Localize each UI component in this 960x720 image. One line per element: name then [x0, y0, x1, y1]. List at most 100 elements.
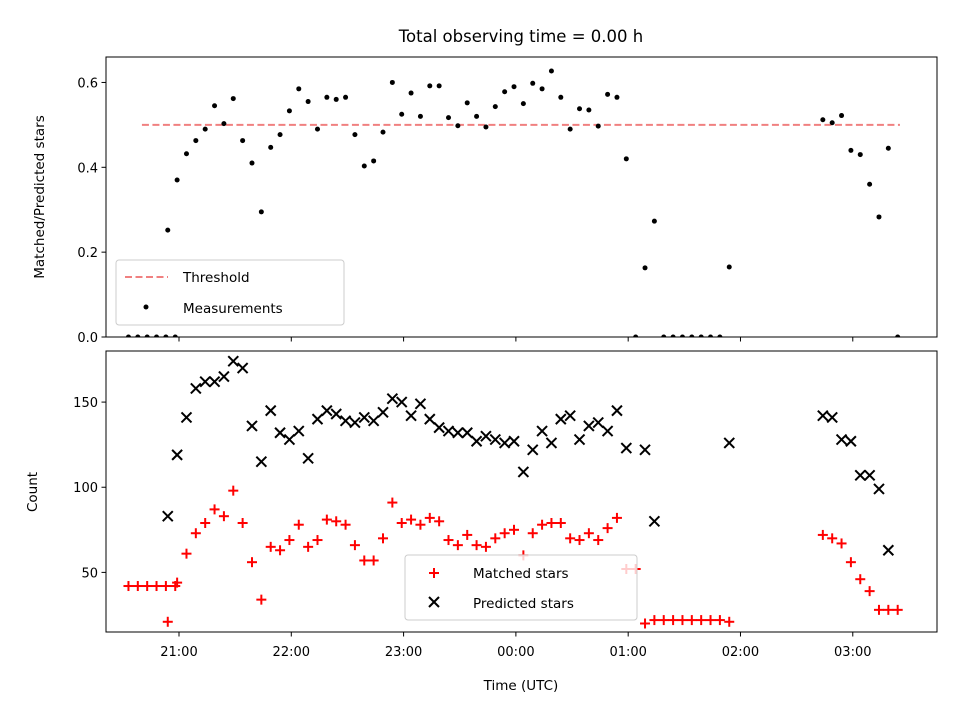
predicted-point-4 — [199, 375, 211, 388]
matched-point-7 — [172, 577, 183, 588]
legend-predicted-label: Predicted stars — [473, 596, 574, 612]
matched-point-38 — [462, 529, 473, 540]
matched-point-11 — [209, 504, 220, 515]
measurement-point-17 — [268, 144, 274, 150]
measurement-point-7 — [174, 177, 180, 183]
matched-point-1 — [132, 581, 143, 592]
measurement-point-1 — [135, 334, 141, 337]
predicted-point-55 — [835, 433, 848, 446]
matched-point-70 — [845, 557, 856, 568]
predicted-point-29 — [433, 421, 445, 434]
legend-matched-swatch — [429, 568, 439, 578]
measurement-point-26 — [352, 132, 358, 138]
predicted-point-22 — [367, 415, 380, 427]
matched-point-68 — [827, 533, 838, 544]
predicted-point-28 — [424, 413, 436, 425]
measurement-point-64 — [708, 334, 714, 337]
matched-point-39 — [471, 540, 482, 551]
measurement-point-6 — [165, 227, 171, 233]
measurement-point-50 — [577, 106, 583, 112]
bottom-plot-frame — [105, 350, 938, 633]
predicted-point-24 — [386, 392, 399, 405]
measurement-point-47 — [548, 68, 554, 74]
matched-point-33 — [415, 519, 426, 530]
measurement-point-18 — [277, 132, 283, 138]
predicted-point-19 — [339, 415, 352, 427]
predicted-point-20 — [349, 416, 361, 429]
x-tick-label-5: 02:00 — [722, 645, 759, 660]
predicted-point-43 — [564, 410, 576, 422]
matched-point-75 — [892, 604, 903, 615]
matched-point-71 — [855, 574, 866, 585]
predicted-point-15 — [302, 452, 314, 464]
matched-point-58 — [649, 615, 660, 626]
measurement-point-0 — [125, 334, 131, 337]
predicted-point-37 — [508, 435, 520, 447]
top-plot-frame — [105, 56, 938, 338]
measurement-point-54 — [614, 94, 620, 100]
matched-point-66 — [724, 616, 735, 627]
matched-point-36 — [443, 535, 454, 546]
predicted-point-39 — [527, 444, 539, 456]
legend-predicted-swatch — [428, 596, 440, 608]
top-legend-box — [115, 259, 345, 326]
measurement-point-11 — [212, 103, 218, 109]
measurement-point-55 — [623, 156, 629, 162]
measurement-point-9 — [193, 138, 199, 144]
measurement-point-33 — [417, 113, 423, 119]
measurement-point-61 — [679, 334, 685, 337]
matched-point-18 — [275, 545, 286, 556]
measurement-point-25 — [343, 94, 349, 100]
matched-point-57 — [640, 618, 651, 629]
measurement-point-71 — [857, 152, 863, 158]
predicted-point-57 — [854, 469, 866, 482]
predicted-point-5 — [208, 375, 221, 388]
measurement-point-75 — [895, 334, 901, 337]
predicted-point-40 — [536, 425, 548, 437]
x-tick-label-6: 03:00 — [834, 645, 871, 660]
bottom-y-tick-label-1: 100 — [73, 481, 98, 496]
matched-point-40 — [480, 541, 491, 552]
matched-point-13 — [228, 485, 239, 496]
matched-point-12 — [218, 511, 229, 522]
measurement-point-32 — [408, 90, 414, 96]
measurement-point-48 — [558, 94, 564, 100]
matched-point-4 — [160, 581, 171, 592]
bottom-y-tick-label-0: 50 — [81, 566, 98, 581]
measurement-point-36 — [446, 115, 452, 121]
matched-point-50 — [574, 535, 585, 546]
matched-point-47 — [546, 518, 557, 529]
measurement-point-19 — [286, 108, 292, 114]
matched-point-3 — [151, 581, 162, 592]
measurement-point-30 — [389, 79, 395, 85]
predicted-stars-series — [162, 355, 895, 556]
matched-point-21 — [303, 541, 314, 552]
matched-point-6 — [162, 616, 173, 627]
predicted-point-60 — [882, 544, 895, 556]
matched-point-10 — [200, 518, 211, 529]
predicted-point-54 — [826, 411, 838, 424]
matched-point-41 — [490, 533, 501, 544]
matched-point-42 — [499, 528, 510, 539]
bottom-legend-box — [404, 554, 638, 621]
x-tick-label-2: 23:00 — [385, 645, 422, 660]
measurement-point-63 — [698, 334, 704, 337]
measurement-point-23 — [324, 94, 330, 100]
matched-point-28 — [368, 555, 379, 566]
predicted-point-0 — [162, 510, 174, 522]
top-y-tick-label-1: 0.2 — [77, 246, 98, 261]
x-axis-label: Time (UTC) — [483, 678, 559, 694]
predicted-point-52 — [723, 437, 735, 449]
measurement-point-34 — [427, 83, 433, 89]
matched-point-69 — [836, 538, 847, 549]
measurement-point-69 — [839, 113, 845, 119]
chart-title: Total observing time = 0.00 h — [398, 27, 643, 46]
measurement-point-10 — [202, 126, 208, 132]
predicted-point-21 — [358, 411, 370, 424]
measurement-point-60 — [670, 334, 676, 337]
measurement-point-42 — [502, 89, 508, 95]
predicted-point-16 — [311, 413, 324, 425]
matched-point-61 — [677, 615, 688, 626]
matched-point-16 — [256, 594, 267, 605]
legend-measurements-label: Measurements — [183, 301, 283, 317]
